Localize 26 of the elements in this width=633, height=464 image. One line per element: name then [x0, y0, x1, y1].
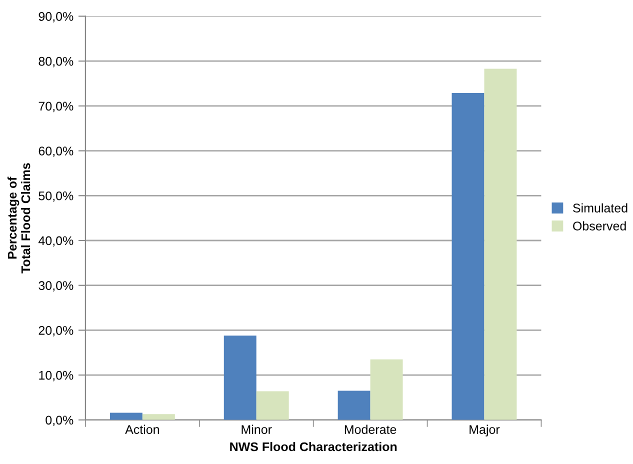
- x-tick-label: Major: [470, 424, 500, 436]
- bar: [224, 336, 256, 420]
- bar: [452, 92, 484, 420]
- y-tick-label: 0,0%: [46, 416, 74, 426]
- y-tick-label: 90,0%: [38, 12, 74, 22]
- bar: [142, 414, 175, 420]
- x-tick-label: Minor: [242, 424, 272, 434]
- y-tick-label: 10,0%: [39, 370, 74, 382]
- legend-label: Simulated: [573, 203, 628, 212]
- x-axis-title: NWS Flood Characterization: [230, 442, 397, 452]
- y-axis-title: Percentage of Total Flood Claims: [7, 163, 30, 274]
- bar: [256, 391, 289, 420]
- bar: [110, 412, 142, 420]
- legend-label: Observed: [573, 221, 626, 230]
- y-tick-label: 80,0%: [38, 56, 74, 68]
- x-tick-label: Moderate: [344, 424, 396, 434]
- bar: [484, 68, 517, 420]
- bar: [370, 359, 403, 420]
- y-tick-label: 20,0%: [38, 326, 74, 336]
- y-tick-label: 30,0%: [38, 281, 74, 292]
- y-tick-label: 70,0%: [38, 102, 74, 112]
- y-tick-label: 40,0%: [38, 236, 74, 247]
- bar: [338, 390, 370, 420]
- x-tick-label: Action: [125, 424, 159, 434]
- y-tick-label: 60,0%: [38, 146, 74, 157]
- y-tick-label: 50,0%: [38, 191, 74, 202]
